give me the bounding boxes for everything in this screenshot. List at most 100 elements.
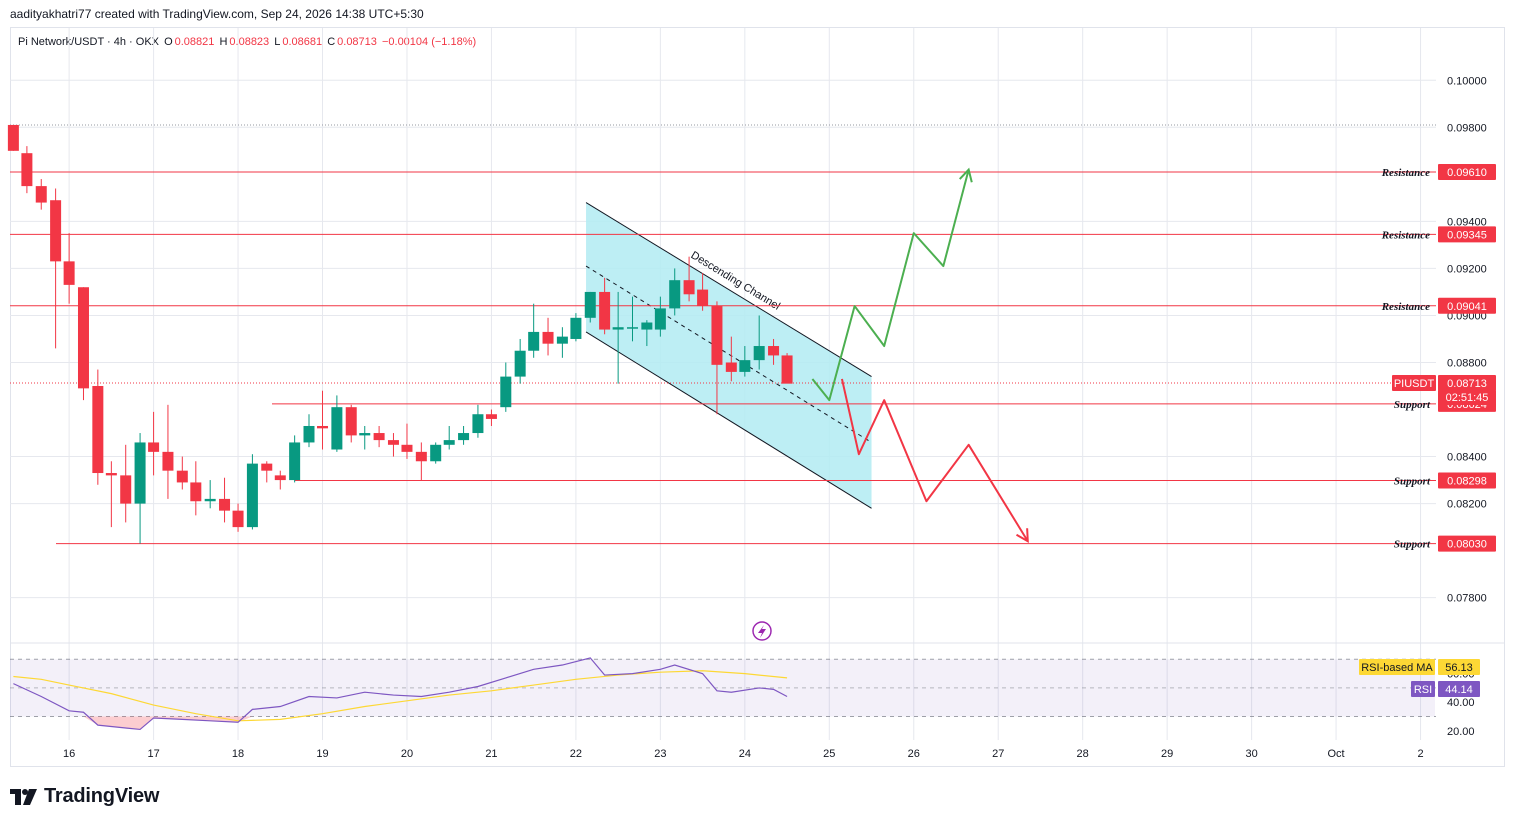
candle-body (232, 510, 244, 528)
support-price-tag-bg (1438, 472, 1496, 489)
rsi-ma-value: 56.13 (1438, 659, 1480, 675)
candle (542, 317, 554, 356)
candle-body (7, 124, 19, 151)
candle (21, 146, 33, 194)
legend-high-value: 0.08823 (229, 36, 270, 48)
legend-symbol: Pi Network/USDT · 4h · OKX (18, 36, 159, 48)
x-tick-label: 25 (823, 748, 835, 760)
candle-body (120, 475, 132, 504)
candle-body (317, 425, 329, 429)
candle (387, 433, 399, 457)
legend-open-label: O (164, 36, 173, 48)
bearish-projection-path (840, 378, 1029, 542)
candle-body (345, 407, 357, 436)
candle (92, 369, 104, 485)
resistance-label: Resistance (1381, 229, 1430, 241)
support-price-tag-bg (1438, 535, 1496, 552)
chart-credit: aadityakhatri77 created with TradingView… (10, 7, 424, 21)
x-tick-label: 22 (570, 748, 582, 760)
candle (274, 470, 286, 490)
candle-body (190, 482, 202, 502)
candle-body (359, 433, 371, 436)
legend-close-value: 0.08713 (337, 36, 377, 48)
current-symbol-tag-bg (1392, 374, 1436, 391)
rsi-ma-label-text: RSI-based MA (1361, 662, 1433, 674)
x-tick-label: 19 (316, 748, 328, 760)
support-price-tag-text: 0.08298 (1447, 476, 1487, 488)
candle (373, 425, 385, 448)
candle-body (641, 322, 653, 330)
current-price-tag-text: 0.08713 (1447, 378, 1487, 390)
candle-body (50, 200, 62, 262)
tradingview-logo[interactable]: TradingView (10, 785, 159, 808)
support-price-tag: 0.08030 (1438, 535, 1496, 552)
channel-upper-line (585, 202, 872, 378)
x-tick-label: Oct (1328, 748, 1345, 760)
resistance-price-tag-text: 0.09345 (1447, 229, 1487, 241)
current-price-tag-bg (1438, 374, 1496, 391)
legend-change: −0.00104 (−1.18%) (381, 36, 477, 48)
y-tick-label: 0.09400 (1447, 216, 1487, 228)
current-price-tag: 0.08713 (1438, 374, 1496, 391)
x-tick-label: 21 (485, 748, 497, 760)
candle-body (430, 444, 442, 462)
symbol-legend: Pi Network/USDT · 4h · OKX O 0.08821 H 0.0… (18, 36, 478, 48)
candlesticks (7, 124, 793, 544)
support-label: Support (1394, 476, 1431, 488)
rsi-ma-label: RSI-based MA (1359, 659, 1435, 675)
y-tick-label: 0.09200 (1447, 263, 1487, 275)
candle (176, 456, 188, 490)
resistance-price-tag-text: 0.09041 (1447, 301, 1487, 313)
rsi-label-bg (1411, 681, 1435, 697)
resistance-label: Resistance (1381, 167, 1430, 179)
candle-body (77, 287, 89, 389)
candle-body (669, 280, 681, 309)
candle-body (584, 291, 596, 318)
candle (105, 461, 117, 528)
candle-body (542, 331, 554, 344)
candle-body (612, 327, 624, 330)
candle (683, 256, 695, 302)
rsi-ma-line (13, 670, 788, 722)
candle (556, 327, 568, 358)
legend-open-value: 0.08821 (174, 36, 215, 48)
candle (50, 188, 62, 349)
support-resistance-levels: Resistance Resistance Resistance Support Sup… (10, 167, 1436, 551)
candle (528, 303, 540, 358)
rsi-tick-label: 20.00 (1447, 726, 1475, 738)
candle (669, 268, 681, 316)
candle (359, 425, 371, 450)
rsi-pane (10, 642, 1505, 731)
rsi-ma-value-bg (1438, 659, 1480, 675)
x-tick-label: 28 (1077, 748, 1089, 760)
candle-body (458, 433, 470, 441)
rsi-label: RSI (1411, 681, 1435, 697)
candle (162, 404, 174, 499)
candle-body (415, 451, 427, 462)
candle-body (556, 336, 568, 344)
candle (345, 404, 357, 443)
candle-body (654, 308, 666, 330)
candle-body (134, 442, 146, 504)
y-tick-label: 0.08800 (1447, 357, 1487, 369)
candle-body (274, 475, 286, 481)
candle (303, 414, 315, 448)
bearish-arrowhead (1016, 528, 1029, 544)
x-tick-label: 23 (654, 748, 666, 760)
candle-body (261, 463, 273, 471)
chart-frame (10, 27, 1505, 767)
candle (261, 461, 273, 483)
candle-body (725, 362, 737, 372)
support-price-tag: 0.08298 (1438, 472, 1496, 489)
support-label: Support (1394, 399, 1431, 411)
candle (514, 338, 526, 384)
countdown-tag-bg (1438, 389, 1496, 405)
candle-body (781, 355, 793, 384)
countdown-tag-text: 02:51:45 (1446, 392, 1489, 404)
rsi-value-bg (1438, 681, 1480, 697)
support-label: Support (1394, 539, 1431, 551)
candle (654, 296, 666, 337)
y-tick-label: 0.09800 (1447, 122, 1487, 134)
candle (401, 423, 413, 459)
